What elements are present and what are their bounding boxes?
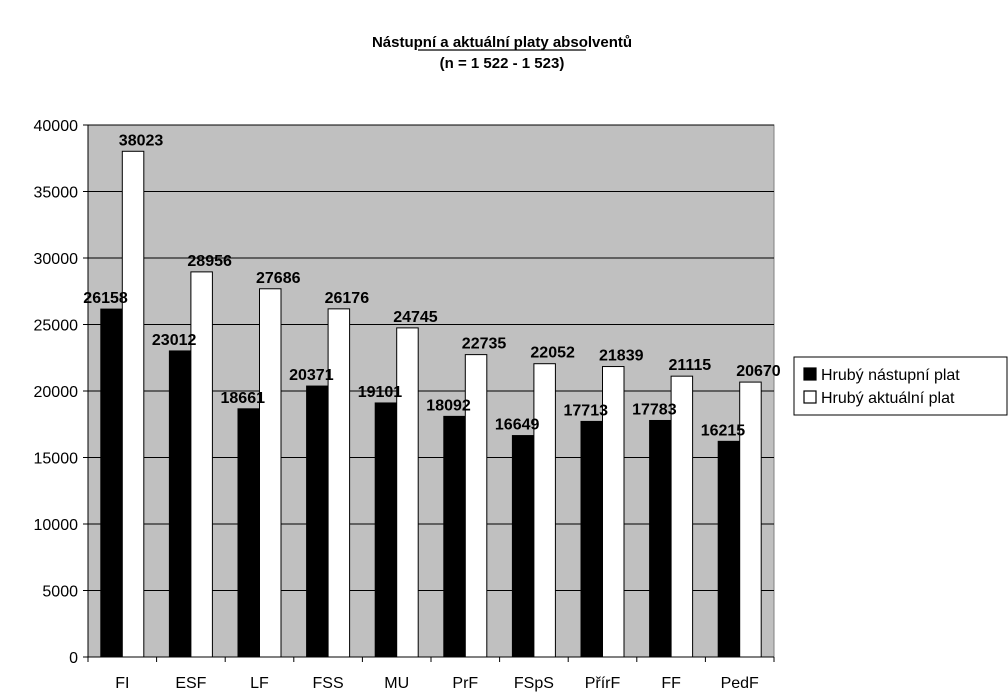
x-tick-label: FSS	[313, 675, 344, 692]
y-tick-label: 35000	[34, 185, 79, 202]
data-label: 21839	[599, 348, 644, 365]
legend-box	[793, 356, 1008, 416]
bar-starting-salary	[580, 420, 603, 658]
data-label: 18661	[221, 390, 266, 407]
legend-swatch	[803, 367, 817, 381]
data-label: 26158	[83, 290, 128, 307]
data-label: 38023	[119, 132, 164, 149]
bar-starting-salary	[511, 435, 535, 658]
bar-current-salary	[396, 327, 419, 658]
bar-starting-salary	[717, 440, 741, 658]
legend-label: Hrubý aktuální plat	[821, 390, 955, 407]
data-label: 17713	[564, 402, 609, 419]
data-label: 20670	[736, 363, 781, 380]
x-tick-label: FSpS	[514, 675, 554, 692]
data-label: 17783	[632, 401, 677, 418]
y-tick-label: 0	[69, 650, 78, 667]
bar-starting-salary	[237, 408, 260, 658]
y-tick-label: 40000	[34, 118, 79, 135]
y-tick-label: 25000	[34, 318, 79, 335]
legend-label: Hrubý nástupní plat	[821, 367, 960, 384]
data-label: 16215	[701, 422, 746, 439]
data-label: 18092	[426, 397, 471, 414]
x-tick-label: FI	[115, 675, 129, 692]
x-tick-label: PřírF	[585, 675, 621, 692]
legend-swatch	[803, 390, 817, 404]
chart-title: Nástupní a aktuální platy absolventů	[372, 34, 632, 51]
bar-starting-salary	[100, 308, 123, 658]
data-label: 22052	[530, 345, 575, 362]
data-labels: 26158 38023 23012 28956 18661 27686 20371 26176…	[83, 132, 780, 439]
bar-current-salary	[190, 271, 213, 658]
data-label: 27686	[256, 270, 301, 287]
axes: 0 5000 10000 15000 20000 25000 30000 35000 40000…	[34, 118, 775, 692]
bar-current-salary	[121, 150, 145, 658]
data-label: 28956	[187, 253, 232, 270]
data-label: 16649	[495, 417, 540, 434]
bar-current-salary	[327, 308, 351, 658]
bar-starting-salary	[649, 419, 672, 658]
chart-subtitle: (n = 1 522 - 1 523)	[440, 55, 565, 72]
bar-starting-salary	[374, 402, 398, 658]
y-tick-label: 15000	[34, 451, 79, 468]
y-tick-label: 20000	[34, 384, 79, 401]
data-label: 22735	[462, 336, 507, 353]
bar-current-salary	[533, 363, 556, 658]
legend: Hrubý nástupní plat Hrubý aktuální plat	[793, 356, 1008, 416]
x-tick-label: PedF	[721, 675, 759, 692]
data-label: 19101	[358, 384, 403, 401]
data-label: 23012	[152, 332, 197, 349]
data-label: 24745	[393, 309, 438, 326]
y-tick-label: 10000	[34, 517, 79, 534]
data-label: 20371	[289, 367, 334, 384]
bar-starting-salary	[443, 415, 466, 658]
y-tick-label: 30000	[34, 251, 79, 268]
bar-starting-salary	[306, 385, 329, 658]
data-label: 21115	[668, 357, 711, 374]
x-tick-label: PrF	[452, 675, 478, 692]
y-tick-label: 5000	[42, 584, 78, 601]
x-tick-label: LF	[250, 675, 269, 692]
data-label: 26176	[325, 290, 370, 307]
x-tick-label: ESF	[175, 675, 206, 692]
bars	[100, 150, 762, 658]
bar-current-salary	[259, 288, 282, 658]
x-tick-label: FF	[661, 675, 681, 692]
x-tick-label: MU	[384, 675, 409, 692]
bar-starting-salary	[168, 350, 192, 658]
